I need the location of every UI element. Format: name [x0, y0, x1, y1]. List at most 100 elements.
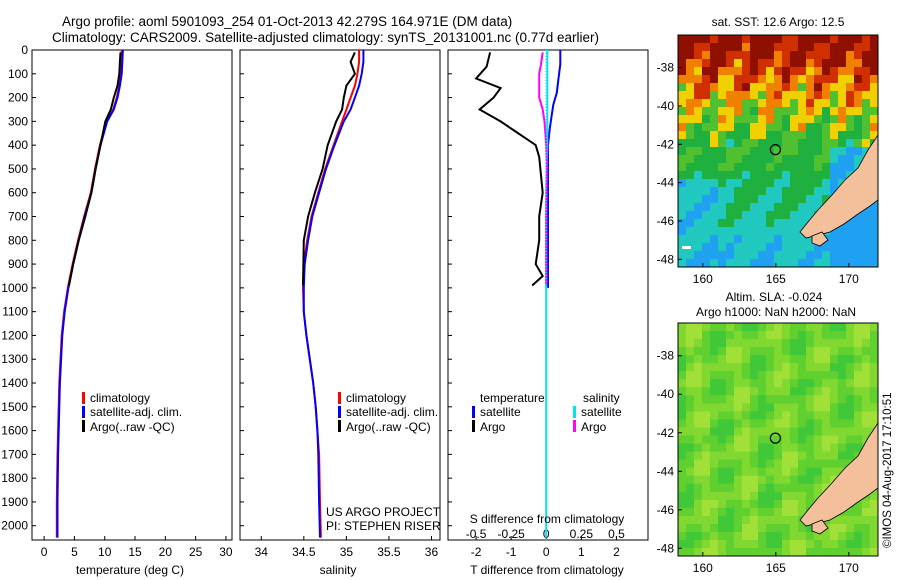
sla-cell — [726, 435, 735, 445]
sst-cell — [702, 179, 711, 188]
sla-cell — [734, 547, 743, 556]
sla-cell — [782, 347, 791, 356]
sst-cell — [838, 259, 847, 267]
sst-cell — [694, 131, 703, 140]
sla-cell — [766, 539, 775, 549]
sst-cell — [790, 211, 799, 220]
sla-cell — [790, 435, 799, 445]
depth-tick-label: 100 — [8, 67, 28, 81]
sst-cell — [686, 43, 695, 52]
sla-cell — [734, 451, 743, 461]
sst-cell — [862, 259, 871, 267]
sla-cell — [702, 491, 711, 501]
sst-cell — [798, 35, 807, 44]
sst-cell — [830, 179, 839, 188]
sla-cell — [838, 443, 847, 453]
sla-cell — [774, 507, 783, 517]
sst-cell — [702, 99, 711, 108]
sst-cell — [702, 91, 711, 100]
series-line-t-argo — [474, 52, 544, 287]
sla-cell — [766, 387, 775, 396]
sla-cell — [702, 475, 711, 485]
sla-cell — [806, 435, 815, 445]
sla-cell — [766, 419, 775, 428]
sla-cell — [710, 323, 719, 332]
sst-cell — [814, 195, 823, 204]
sla-cell — [790, 411, 799, 420]
sst-cell — [798, 147, 807, 156]
sla-cell — [854, 539, 863, 549]
sla-cell — [734, 371, 743, 380]
sst-cell — [718, 195, 727, 204]
sst-cell — [742, 99, 751, 108]
sst-cell — [702, 75, 711, 84]
sla-cell — [758, 475, 767, 485]
sst-cell — [710, 195, 719, 204]
sla-cell — [742, 339, 751, 348]
sst-cell — [758, 35, 767, 44]
sla-cell — [854, 395, 863, 404]
sla-cell — [750, 499, 759, 509]
sla-cell — [766, 347, 775, 356]
sst-cell — [838, 171, 847, 180]
sla-cell — [870, 499, 878, 509]
sst-cell — [806, 163, 815, 172]
sst-cell — [694, 67, 703, 76]
sst-cell — [758, 187, 767, 196]
sla-cell — [846, 403, 855, 412]
sla-cell — [806, 451, 815, 461]
sla-cell — [766, 379, 775, 388]
sst-cell — [718, 107, 727, 116]
sst-cell — [774, 67, 783, 76]
sla-cell — [734, 363, 743, 372]
sst-cell — [742, 227, 751, 236]
sla-cell — [790, 403, 799, 412]
x-tick-label: 35 — [340, 545, 354, 559]
sst-cell — [726, 67, 735, 76]
sst-cell — [790, 187, 799, 196]
sla-cell — [726, 427, 735, 436]
sst-cell — [862, 75, 871, 84]
sla-cell — [798, 339, 807, 348]
sla-cell — [766, 451, 775, 461]
sla-cell — [726, 395, 735, 404]
sst-cell — [774, 83, 783, 92]
sla-cell — [758, 507, 767, 517]
sst-cell — [734, 43, 743, 52]
sst-cell — [806, 139, 815, 148]
sla-cell — [718, 539, 727, 549]
sla-cell — [734, 531, 743, 541]
sst-cell — [814, 83, 823, 92]
sst-cell — [742, 147, 751, 156]
sst-cell — [718, 139, 727, 148]
sst-cell — [846, 131, 855, 140]
sst-cell — [830, 51, 839, 60]
sla-cell — [774, 387, 783, 396]
sst-cell — [862, 91, 871, 100]
sla-cell — [782, 395, 791, 404]
sst-cell — [798, 195, 807, 204]
sst-cell — [798, 163, 807, 172]
sst-cell — [862, 99, 871, 108]
sst-cell — [774, 139, 783, 148]
sst-cell — [774, 155, 783, 164]
sla-field — [678, 323, 878, 556]
sla-cell — [702, 419, 711, 428]
sst-cell — [726, 51, 735, 60]
sla-cell — [686, 427, 695, 436]
sst-cell — [710, 59, 719, 68]
sst-cell — [726, 251, 735, 260]
sla-cell — [766, 403, 775, 412]
sst-cell — [742, 219, 751, 228]
sst-cell — [806, 83, 815, 92]
sla-cell — [814, 419, 823, 428]
sst-cell — [750, 243, 759, 252]
sla-cell — [798, 323, 807, 332]
sst-cell — [742, 43, 751, 52]
sla-cell — [854, 323, 863, 332]
sla-cell — [702, 323, 711, 332]
sla-cell — [710, 435, 719, 445]
sst-cell — [846, 139, 855, 148]
sla-cell — [710, 467, 719, 477]
sla-cell — [822, 547, 831, 556]
